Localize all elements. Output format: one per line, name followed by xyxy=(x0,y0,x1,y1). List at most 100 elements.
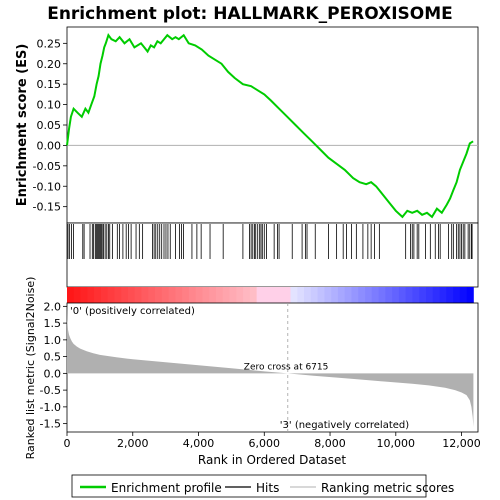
color-bar-segment xyxy=(385,287,393,303)
legend-hits-label: Hits xyxy=(256,481,279,495)
es-axis-ticks: -0.15 -0.10 -0.05 0.00 0.05 0.10 0.15 0.20 0.25 xyxy=(33,37,67,214)
color-bar-segment xyxy=(297,287,305,303)
color-bar-segment xyxy=(209,287,217,303)
es-tick-label: -0.10 xyxy=(33,180,61,193)
color-bar-segment xyxy=(141,287,149,303)
x-tick-label: 6,000 xyxy=(249,437,281,450)
color-bar-segment xyxy=(168,287,176,303)
x-tick-label: 4,000 xyxy=(183,437,215,450)
positive-correlation-label: '0' (positively correlated) xyxy=(70,306,195,317)
zero-cross-label: Zero cross at 6715 xyxy=(244,362,329,372)
color-bar-segment xyxy=(304,287,312,303)
enrichment-profile-line xyxy=(66,33,474,219)
legend-metric-label: Ranking metric scores xyxy=(321,481,454,495)
metric-tick-label: 0.0 xyxy=(44,367,62,380)
color-bar-segment xyxy=(182,287,190,303)
color-bar-segment xyxy=(317,287,325,303)
es-plot-frame xyxy=(66,26,479,224)
color-bar-segment xyxy=(87,287,95,303)
color-bar-segment xyxy=(425,287,434,303)
x-tick-label: 2,000 xyxy=(117,437,149,450)
color-bar-segment xyxy=(256,287,264,303)
color-bar-segment xyxy=(459,287,468,303)
metric-tick-label: 1.0 xyxy=(44,334,62,347)
color-bar-segment xyxy=(100,287,109,303)
color-bar-segment xyxy=(446,287,454,303)
color-bar-segment xyxy=(216,287,224,303)
color-bar-segment xyxy=(243,287,251,303)
color-bar-segment xyxy=(222,287,230,303)
metric-tick-label: 1.5 xyxy=(44,317,62,330)
color-bar-segment xyxy=(127,287,136,303)
color-bar-segment xyxy=(310,287,319,303)
rank-color-bar xyxy=(67,287,474,303)
es-tick-label: 0.15 xyxy=(37,78,62,91)
color-bar-segment xyxy=(344,287,352,303)
color-bar-segment xyxy=(188,287,197,303)
color-bar-segment xyxy=(283,287,291,303)
color-bar-segment xyxy=(202,287,210,303)
es-tick-label: 0.00 xyxy=(37,139,62,152)
color-bar-segment xyxy=(419,287,427,303)
metric-tick-label: 2.0 xyxy=(44,300,62,313)
color-bar-segment xyxy=(73,287,81,303)
color-bar-segment xyxy=(270,287,278,303)
es-axis-label: Enrichment score (ES) xyxy=(15,44,30,207)
color-bar-segment xyxy=(378,287,386,303)
color-bar-segment xyxy=(331,287,339,303)
color-bar-segment xyxy=(121,287,129,303)
enrichment-score-panel: -0.15-0.10-0.050.000.050.100.150.200.25 … xyxy=(15,26,479,224)
color-bar-segment xyxy=(351,287,359,303)
hits-frame xyxy=(66,222,479,288)
color-bar-segment xyxy=(195,287,203,303)
metric-tick-label: -1.0 xyxy=(40,401,61,414)
color-bar-segment xyxy=(337,287,346,303)
ranking-metric-area xyxy=(67,304,474,427)
es-tick-label: 0.05 xyxy=(37,119,62,132)
color-bar-segment xyxy=(134,287,142,303)
color-bar-segment xyxy=(155,287,163,303)
negative-correlation-label: '3' (negatively correlated) xyxy=(280,420,409,431)
color-bar-segment xyxy=(148,287,156,303)
color-bar-segment xyxy=(405,287,413,303)
es-tick-label: 0.20 xyxy=(37,58,62,71)
hit-markers xyxy=(67,224,473,259)
x-tick-label: 12,000 xyxy=(442,437,481,450)
metric-tick-label: -1.5 xyxy=(40,418,61,431)
x-tick-label: 10,000 xyxy=(377,437,416,450)
x-tick-label: 8,000 xyxy=(314,437,346,450)
color-bar-segment xyxy=(432,287,440,303)
legend-box xyxy=(71,474,427,498)
color-bar-segment xyxy=(276,287,285,303)
color-bar-segment xyxy=(114,287,122,303)
color-bar-segment xyxy=(398,287,407,303)
x-tick-label: 0 xyxy=(64,437,71,450)
es-tick-label: 0.25 xyxy=(37,37,62,50)
color-bar-segment xyxy=(412,287,420,303)
es-tick-label: -0.15 xyxy=(33,201,61,214)
color-bar-segment xyxy=(175,287,183,303)
color-bar-segment xyxy=(371,287,379,303)
color-bar-segment xyxy=(453,287,461,303)
color-bar-segment xyxy=(229,287,237,303)
color-bar-segment xyxy=(358,287,366,303)
color-bar-segment xyxy=(161,287,169,303)
legend-profile-label: Enrichment profile xyxy=(111,481,222,495)
legend: Enrichment profile Hits Ranking metric s… xyxy=(71,474,454,498)
ranked-metric-panel: Zero cross at 6715 '0' (positively corre… xyxy=(24,277,479,459)
metric-axis-ticks: -1.5 -1.0 -0.5 0.0 0.5 1.0 1.5 2.0 xyxy=(40,300,67,431)
color-bar-segment xyxy=(249,287,258,303)
color-bar-segment xyxy=(236,287,244,303)
color-bar-segment xyxy=(324,287,332,303)
color-bar-segment xyxy=(94,287,102,303)
es-tick-label: 0.10 xyxy=(37,99,62,112)
es-tick-label: -0.05 xyxy=(33,160,61,173)
color-bar-segment xyxy=(439,287,447,303)
color-bar-segment xyxy=(466,287,474,303)
color-bar-segment xyxy=(107,287,115,303)
color-bar-segment xyxy=(263,287,271,303)
color-bar-segment xyxy=(365,287,373,303)
color-bar-segment xyxy=(80,287,88,303)
x-axis-ticks: 0 2,000 4,000 6,000 8,000 10,000 12,000 xyxy=(64,432,481,450)
